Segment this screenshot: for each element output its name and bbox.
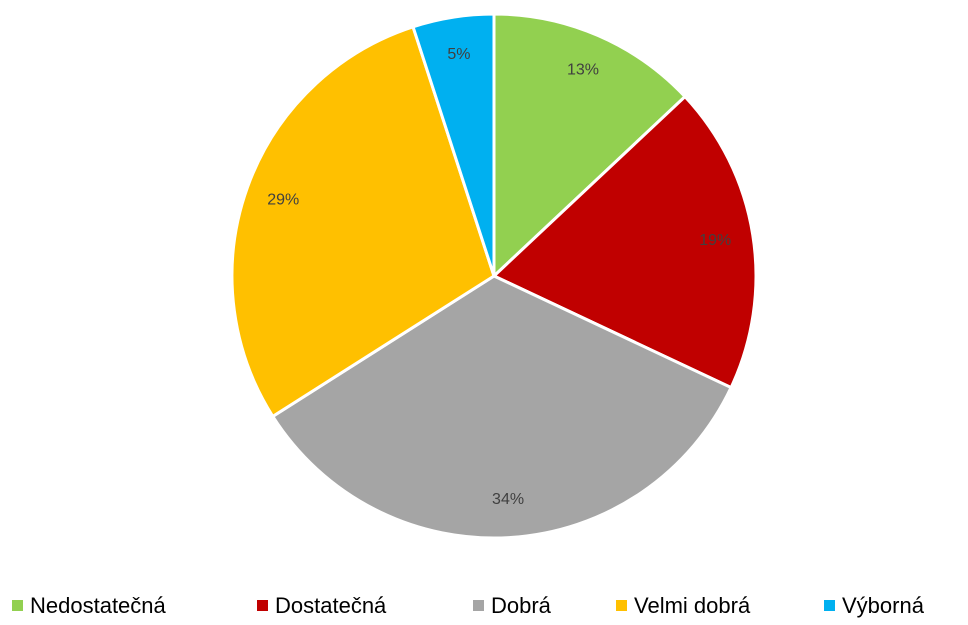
data-label: 19% xyxy=(699,232,731,249)
pie-slice xyxy=(492,12,688,280)
legend-label: Dobrá xyxy=(491,593,552,618)
legend-label: Velmi dobrá xyxy=(634,593,751,618)
pie-slice xyxy=(411,12,496,277)
legend-label: Výborná xyxy=(842,593,925,618)
legend-label: Dostatečná xyxy=(275,593,387,618)
legend-label: Nedostatečná xyxy=(30,593,167,618)
legend-swatch xyxy=(473,600,484,611)
data-label: 5% xyxy=(447,46,470,63)
pie-slice xyxy=(230,24,496,419)
pie-slice xyxy=(491,94,758,390)
pie-slice xyxy=(270,274,734,540)
data-label: 13% xyxy=(567,62,599,79)
legend-swatch xyxy=(616,600,627,611)
legend-swatch xyxy=(12,600,23,611)
data-label: 29% xyxy=(267,191,299,208)
legend-swatch xyxy=(257,600,268,611)
data-label: 34% xyxy=(492,491,524,508)
legend-swatch xyxy=(824,600,835,611)
